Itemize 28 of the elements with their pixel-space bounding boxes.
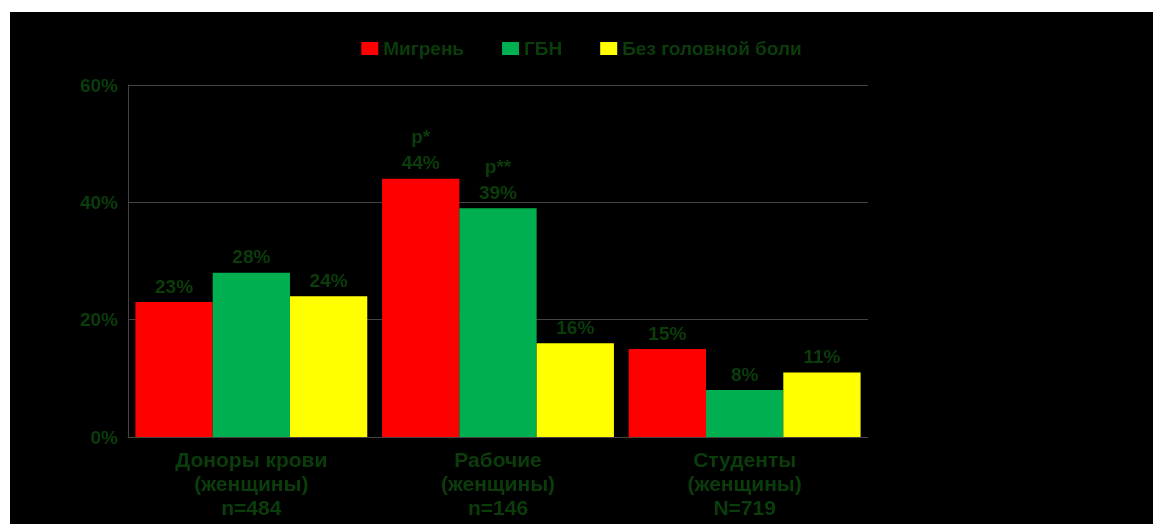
x-tick-label: Доноры крови (женщины) n=484 [175, 447, 328, 519]
y-tick-label: 20% [79, 309, 119, 331]
legend-label: Без головной боли [622, 38, 802, 59]
legend-label: ГБН [524, 38, 563, 59]
x-tick-label: Студенты (женщины) N=719 [687, 447, 802, 519]
data-label: 8% [730, 363, 759, 385]
legend-label: Мигрень [383, 38, 465, 59]
bar [382, 178, 460, 437]
y-tick-label: 40% [79, 191, 119, 213]
data-label: 28% [232, 246, 271, 268]
bar [536, 343, 614, 437]
data-label: 16% [556, 316, 595, 338]
bar [135, 302, 213, 437]
bar [289, 296, 368, 437]
data-label: p** 39% [478, 155, 518, 203]
data-label: 23% [155, 275, 194, 297]
bar [706, 390, 784, 437]
bar [783, 372, 861, 437]
bar [212, 272, 290, 437]
bar [459, 208, 537, 437]
x-tick-label: Рабочие (женщины) n=146 [440, 447, 556, 519]
data-label: 11% [803, 345, 841, 367]
y-tick-label: 0% [90, 426, 119, 448]
data-label: 24% [309, 269, 348, 291]
data-label: 15% [648, 322, 687, 344]
y-tick-label: 60% [79, 74, 119, 96]
bar [628, 349, 707, 437]
data-label: p* 44% [401, 126, 440, 174]
